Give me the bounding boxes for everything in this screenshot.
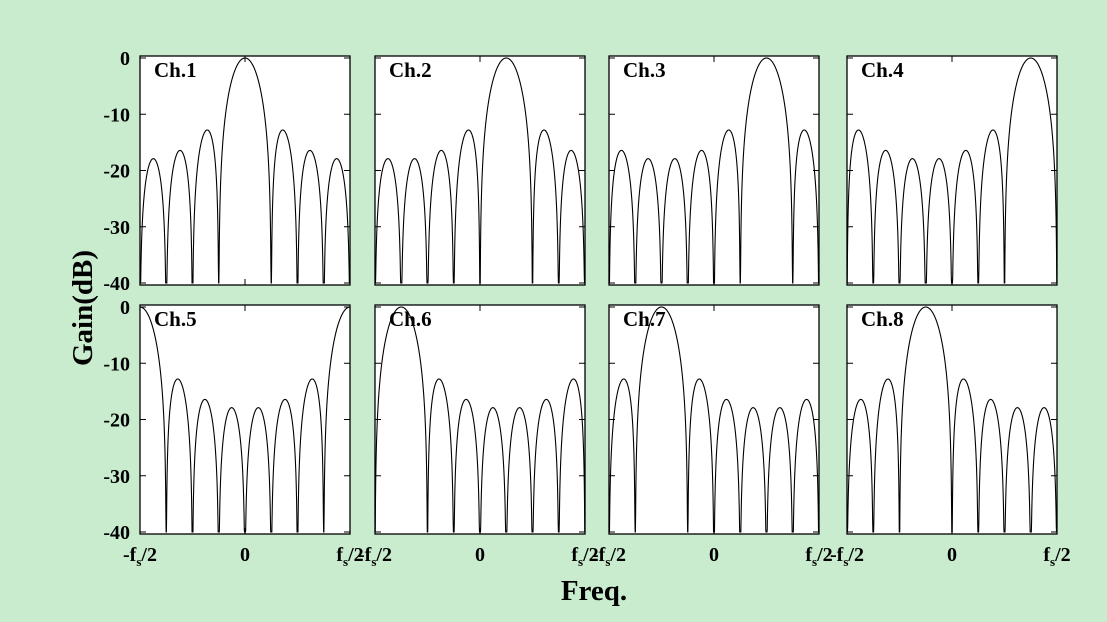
x-tick-label: -fs/2 [123, 544, 157, 569]
channel-label: Ch.2 [389, 58, 432, 82]
channel-panel: Ch.5 0 -10 -20 -30 -40-fs/2 0 fs/2 [103, 297, 363, 569]
x-tick-label: -fs/2 [592, 544, 626, 569]
x-tick-label: -fs/2 [830, 544, 864, 569]
channel-panel: Ch.1 0 -10 -20 -30 -40 [103, 48, 351, 295]
x-tick-label: 0 [947, 544, 957, 566]
y-tick-label: 0 [120, 297, 130, 319]
channel-label: Ch.1 [154, 58, 197, 82]
channel-label: Ch.5 [154, 307, 197, 331]
x-tick-label: 0 [475, 544, 485, 566]
x-tick-label: 0 [709, 544, 719, 566]
y-tick-label: -20 [103, 161, 130, 183]
x-tick-label: -fs/2 [358, 544, 392, 569]
x-tick-label: fs/2 [805, 544, 832, 569]
y-tick-label: -40 [103, 522, 130, 544]
x-axis-title: Freq. [561, 575, 627, 607]
channel-label: Ch.6 [389, 307, 432, 331]
channel-panel: Ch.7 -fs/2 0 fs/2 [592, 304, 833, 569]
plot-area [139, 55, 351, 286]
channel-panel: Ch.3 [608, 55, 820, 286]
x-tick-label: fs/2 [571, 544, 598, 569]
y-tick-label: -30 [103, 466, 130, 488]
y-tick-label: -30 [103, 217, 130, 239]
plot-area [139, 304, 351, 535]
channel-panel: Ch.6 -fs/2 0 fs/2 [358, 304, 599, 569]
channel-label: Ch.3 [623, 58, 666, 82]
y-tick-label: -40 [103, 273, 130, 295]
y-tick-label: -10 [103, 104, 130, 126]
y-axis-title: Gain(dB) [67, 250, 99, 366]
plot-area [374, 304, 586, 535]
plot-area [608, 304, 820, 535]
channel-panel: Ch.2 [374, 55, 586, 286]
channel-panel: Ch.8 -fs/2 0 fs/2 [830, 304, 1071, 569]
y-tick-label: -20 [103, 410, 130, 432]
plot-area [608, 55, 820, 286]
channel-label: Ch.7 [623, 307, 666, 331]
channel-panel: Ch.4 [846, 55, 1058, 286]
x-tick-label: 0 [240, 544, 250, 566]
y-tick-label: 0 [120, 48, 130, 70]
y-tick-label: -10 [103, 353, 130, 375]
channel-label: Ch.4 [861, 58, 904, 82]
plot-area [846, 55, 1058, 286]
x-tick-label: fs/2 [1043, 544, 1070, 569]
channel-label: Ch.8 [861, 307, 904, 331]
x-tick-label: fs/2 [336, 544, 363, 569]
panel-grid: Ch.1 0 -10 -20 -30 -40 Ch.2 Ch.3 Ch.4 Ch.5 0 -10 -20… [103, 48, 1070, 569]
